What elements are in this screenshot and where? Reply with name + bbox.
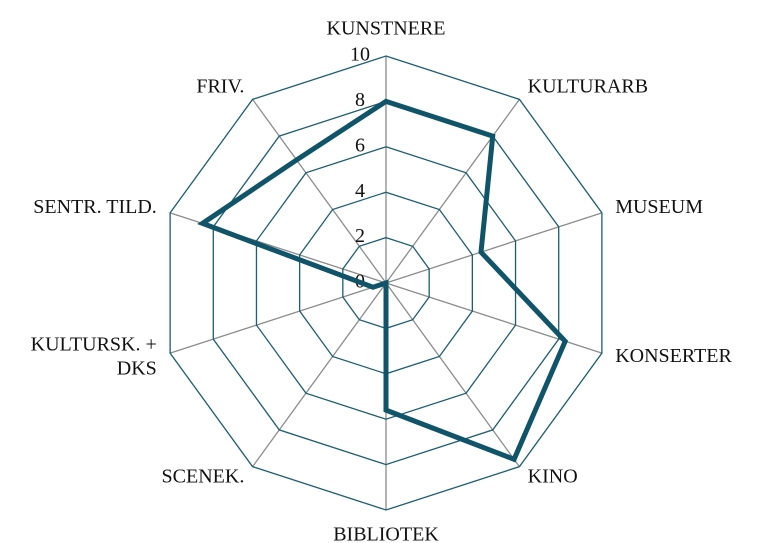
grid-ring (212, 100, 560, 466)
spoke (385, 98, 520, 284)
r-tick-label: 2 (355, 225, 365, 247)
r-tick-label: 8 (355, 89, 365, 111)
spoke (252, 282, 387, 468)
category-label-line: DKS (117, 357, 157, 379)
grid-ring (169, 55, 603, 511)
category-label: SCENEK. (162, 466, 245, 488)
category-label: BIBLIOTEK (333, 524, 439, 543)
spoke (385, 212, 603, 284)
spoke (385, 282, 603, 354)
category-label: KINO (528, 466, 578, 488)
category-label-line: KULTURSK. + (31, 333, 157, 355)
spoke (169, 282, 387, 354)
category-label: KONSERTER (615, 345, 732, 367)
category-label: KUNSTNERE (327, 18, 446, 40)
r-tick-label: 10 (350, 44, 370, 66)
category-label: KULTURSK. + DKS (31, 333, 157, 379)
r-tick-label: 6 (355, 134, 365, 156)
category-label: MUSEUM (615, 196, 703, 218)
category-label: KULTURARB (528, 76, 648, 98)
category-label: FRIV. (196, 76, 244, 98)
category-label: SENTR. TILD. (33, 196, 157, 218)
spoke (252, 98, 387, 284)
spoke (385, 282, 520, 468)
series-line (197, 98, 569, 463)
grid-ring (255, 146, 517, 420)
r-tick-label: 4 (355, 180, 365, 202)
